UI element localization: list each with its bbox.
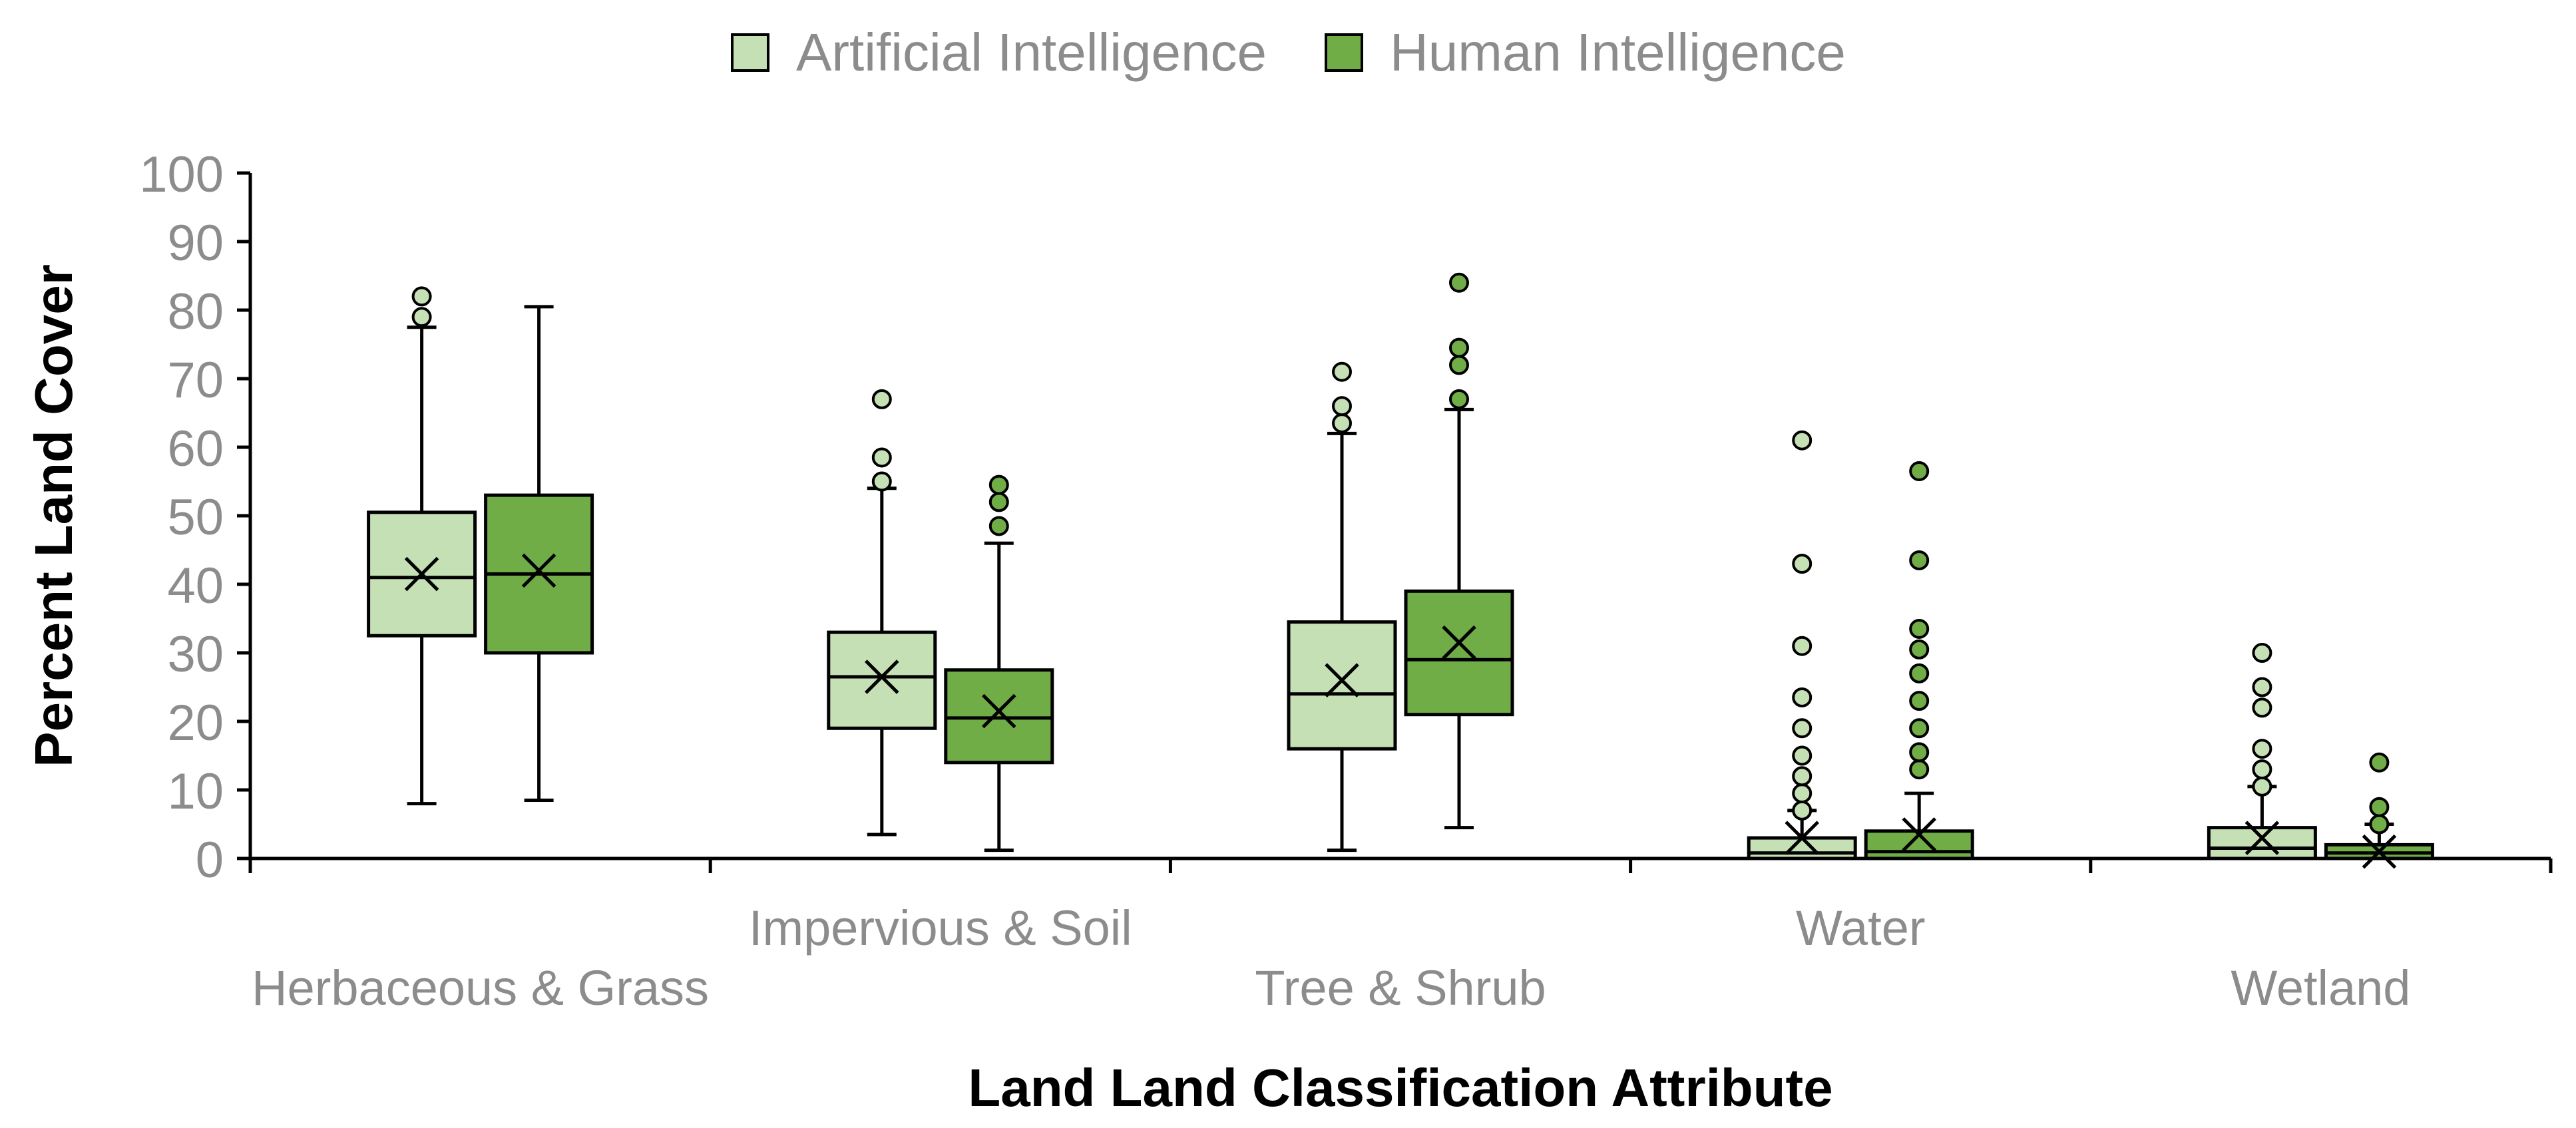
outlier-point [2252, 697, 2272, 718]
mean-marker [1442, 625, 1476, 660]
outlier-point [2252, 677, 2272, 697]
outlier-point [1909, 759, 1930, 780]
box [1404, 272, 1514, 830]
y-tick-label: 100 [139, 146, 224, 203]
outlier-point [2252, 759, 2272, 780]
outlier-point [1909, 663, 1930, 683]
category-label: Tree & Shrub [1255, 960, 1546, 1016]
outlier-point [871, 389, 892, 409]
y-tick-label: 90 [167, 215, 224, 272]
box-body [1404, 589, 1514, 717]
outlier-point [871, 471, 892, 492]
outlier-point [2252, 643, 2272, 663]
outlier-point [1909, 742, 1930, 763]
mean-marker [865, 659, 899, 694]
mean-marker [1785, 821, 1819, 855]
y-tick-label: 20 [167, 695, 224, 751]
legend-swatch [1325, 33, 1363, 72]
outlier-point [1792, 766, 1813, 787]
outlier-point [2252, 739, 2272, 759]
y-tick-label: 70 [167, 352, 224, 409]
outlier-point [1332, 396, 1352, 417]
outlier-point [411, 286, 432, 307]
category-label: Wetland [2231, 960, 2410, 1016]
outlier-point [1909, 639, 1930, 659]
legend-swatch [731, 33, 769, 72]
category-label: Impervious & Soil [749, 900, 1132, 956]
outlier-point [1332, 361, 1352, 382]
box-body [2207, 826, 2317, 860]
mean-marker [982, 693, 1016, 729]
outlier-point [411, 307, 432, 327]
category-label: Herbaceous & Grass [252, 960, 709, 1016]
mean-marker [1902, 817, 1936, 852]
outlier-point [1792, 554, 1813, 574]
mean-marker [521, 553, 556, 588]
y-tick-label: 0 [196, 832, 224, 888]
box [827, 389, 937, 837]
y-tick-label: 10 [167, 763, 224, 820]
y-tick-label: 40 [167, 558, 224, 614]
outlier-point [1909, 718, 1930, 739]
box [484, 305, 594, 802]
outlier-point [1792, 636, 1813, 656]
legend: Artificial Intelligence Human Intelligenc… [731, 23, 1846, 82]
box-body [1287, 620, 1397, 751]
y-tick-label: 50 [167, 489, 224, 546]
outlier-point [2369, 814, 2390, 835]
y-tick-label: 60 [167, 421, 224, 477]
outlier-point [1792, 783, 1813, 804]
outlier-point [1792, 745, 1813, 766]
outlier-point [1449, 337, 1469, 358]
series-0 [367, 286, 2317, 860]
outlier-point [871, 447, 892, 468]
outlier-point [1792, 718, 1813, 739]
outlier-point [2369, 797, 2390, 817]
y-tick-label: 80 [167, 283, 224, 340]
outlier-point [1449, 355, 1469, 375]
box [1864, 461, 1974, 860]
box [944, 474, 1054, 852]
mean-marker [1325, 663, 1359, 697]
outlier-point [1792, 687, 1813, 707]
outlier-point [2252, 776, 2272, 797]
legend-item: Artificial Intelligence [731, 23, 1267, 82]
x-axis-title: Land Land Classification Attribute [968, 1058, 1832, 1117]
x-axis: Herbaceous & Grass Impervious & Soil Tree … [248, 856, 2553, 1016]
box-body [944, 668, 1054, 765]
outlier-point [988, 516, 1009, 536]
outlier-point [1909, 691, 1930, 711]
outlier-point [1792, 800, 1813, 821]
outlier-point [2369, 752, 2390, 773]
y-tick-label: 30 [167, 626, 224, 683]
outlier-point [988, 474, 1009, 495]
box [2324, 752, 2434, 869]
legend-item: Human Intelligence [1325, 23, 1846, 82]
outlier-point [1449, 389, 1469, 409]
outlier-point [1332, 413, 1352, 433]
outlier-point [1449, 272, 1469, 293]
legend-label: Artificial Intelligence [796, 23, 1267, 82]
mean-marker [2245, 821, 2280, 855]
mean-marker [404, 556, 439, 592]
outlier-point [1909, 461, 1930, 482]
legend-label: Human Intelligence [1390, 23, 1846, 82]
outlier-point [988, 492, 1009, 512]
box-body [1747, 836, 1857, 860]
y-axis: 0 10 20 30 40 50 60 70 80 90 100 [139, 146, 252, 888]
box-series-group [367, 272, 2434, 869]
series-1 [484, 272, 2434, 869]
mean-marker [2362, 834, 2397, 869]
outlier-point [1909, 618, 1930, 639]
box [2207, 643, 2317, 860]
category-label: Water [1796, 900, 1926, 956]
outlier-point [1909, 550, 1930, 570]
outlier-point [1792, 430, 1813, 451]
box [1287, 361, 1397, 852]
box-body [827, 630, 937, 730]
box [1747, 430, 1857, 860]
y-axis-title: Percent Land Cover [24, 264, 83, 767]
box [367, 286, 477, 806]
